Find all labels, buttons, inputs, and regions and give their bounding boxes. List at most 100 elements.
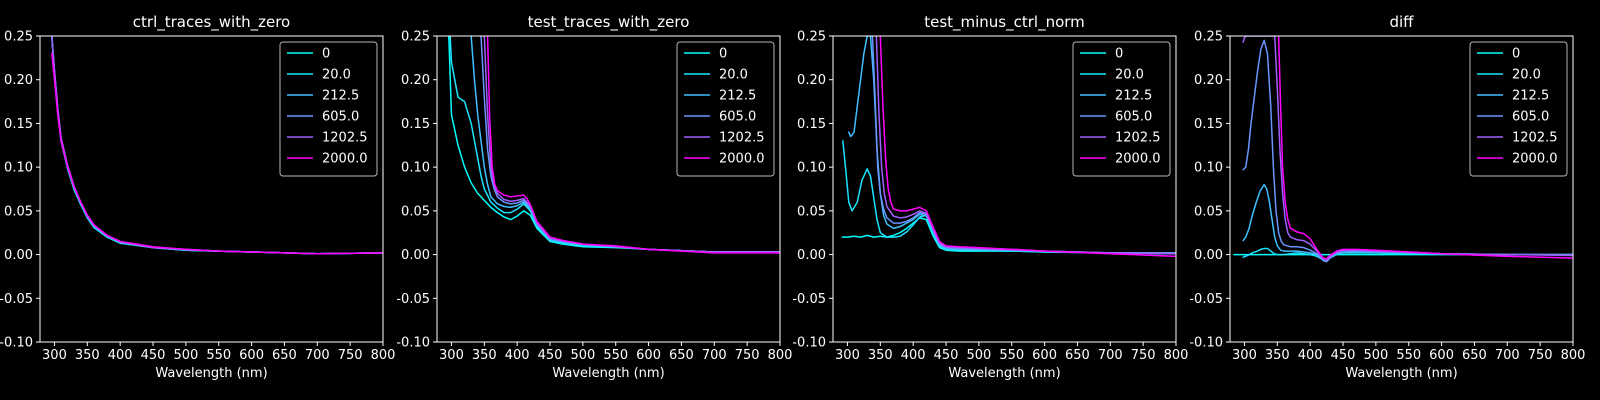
series-line-20.0 [1242,247,1573,261]
x-tick-label: 700 [1495,348,1520,363]
series-group [448,36,780,254]
legend-box [279,41,378,177]
series-line-1202.5 [1242,36,1573,261]
legend: 0 20.0 212.5 605.0 1202.5 2000.0 [1469,41,1568,177]
y-tick-label: 0.15 [1194,117,1223,132]
legend: 0 20.0 212.5 605.0 1202.5 2000.0 [1072,41,1171,177]
y-tick-label: 0.20 [401,73,430,88]
x-tick-label: 300 [835,348,860,363]
y-tick-label: 0.00 [4,248,33,263]
series-group [841,36,1176,258]
y-tick-label: -0.10 [0,336,33,351]
y-tick-label: 0.25 [401,30,430,45]
legend-entry: 605.0 [1115,110,1152,125]
legend-entry: 20.0 [322,68,351,83]
x-tick-label: 800 [1164,348,1189,363]
y-tick-label: 0.10 [1194,161,1223,176]
legend-entry: 1202.5 [1115,131,1161,146]
panel-title: ctrl_traces_with_zero [133,13,290,32]
legend-entry: 212.5 [1512,89,1549,104]
x-tick-label: 750 [338,348,363,363]
y-tick-label: -0.10 [1189,336,1223,351]
legend-entry: 212.5 [1115,89,1152,104]
legend-entry: 0 [1512,47,1520,62]
series-line-20.0 [842,140,1176,255]
legend-entry: 0 [1115,47,1123,62]
x-tick-label: 600 [1032,348,1057,363]
series-line-2000.0 [51,52,383,255]
y-tick-label: 0.25 [1194,30,1223,45]
x-tick-label: 600 [1429,348,1454,363]
legend: 0 20.0 212.5 605.0 1202.5 2000.0 [676,41,775,177]
x-axis-label: Wavelength (nm) [1345,366,1457,381]
legend: 0 20.0 212.5 605.0 1202.5 2000.0 [279,41,378,177]
x-tick-label: 750 [735,348,760,363]
x-tick-label: 550 [206,348,231,363]
x-tick-label: 450 [934,348,959,363]
y-tick-label: 0.10 [401,161,430,176]
legend-entry: 2000.0 [719,152,765,167]
legend-entry: 1202.5 [1512,131,1558,146]
y-tick-label: -0.10 [792,336,826,351]
x-tick-label: 350 [1265,348,1290,363]
y-tick-label: 0.25 [4,30,33,45]
x-tick-label: 300 [42,348,67,363]
legend-entry: 20.0 [719,68,748,83]
y-tick-label: 0.05 [401,204,430,219]
legend-entry: 20.0 [1115,68,1144,83]
axes-frame [832,35,1177,343]
x-tick-label: 500 [570,348,595,363]
series-line-605.0 [1242,39,1573,263]
x-tick-label: 800 [1561,348,1586,363]
x-tick-label: 550 [603,348,628,363]
legend-entry: 2000.0 [322,152,368,167]
y-tick-label: 0.20 [4,73,33,88]
y-tick-label: 0.20 [797,73,826,88]
axes-frame [1229,35,1574,343]
y-tick-label: 0.00 [401,248,430,263]
x-tick-label: 450 [1331,348,1356,363]
series-line-0 [841,217,1176,255]
x-tick-label: 700 [702,348,727,363]
panel-title: diff [1389,13,1414,31]
x-tick-label: 350 [868,348,893,363]
legend-entry: 0 [719,47,727,62]
series-line-605.0 [871,36,1176,254]
series-group [51,36,383,255]
x-tick-label: 600 [636,348,661,363]
y-tick-label: -0.05 [1189,292,1223,307]
x-axis-label: Wavelength (nm) [948,366,1060,381]
x-tick-label: 600 [239,348,264,363]
y-tick-label: 0.20 [1194,73,1223,88]
y-tick-label: 0.15 [797,117,826,132]
x-tick-label: 400 [1298,348,1323,363]
x-tick-label: 800 [371,348,396,363]
panel-title: test_minus_ctrl_norm [924,13,1085,32]
x-axis-label: Wavelength (nm) [552,366,664,381]
x-tick-label: 300 [1232,348,1257,363]
x-tick-label: 700 [1098,348,1123,363]
y-tick-label: 0.00 [1194,248,1223,263]
y-tick-label: 0.05 [4,204,33,219]
series-line-2000.0 [1277,36,1573,260]
series-line-212.5 [1242,183,1573,263]
series-group [1233,36,1573,263]
panel-title: test_traces_with_zero [528,13,690,32]
y-tick-label: -0.05 [792,292,826,307]
legend-entry: 212.5 [719,89,756,104]
y-tick-label: -0.10 [396,336,430,351]
x-tick-label: 650 [669,348,694,363]
legend-entry: 212.5 [322,89,359,104]
legend-entry: 605.0 [1512,110,1549,125]
x-tick-label: 500 [173,348,198,363]
x-tick-label: 500 [966,348,991,363]
panel-2: test_traces_with_zero 300 350 400 450 500 550 6… [396,13,792,381]
x-tick-label: 450 [141,348,166,363]
legend-box [1072,41,1171,177]
legend-entry: 2000.0 [1115,152,1161,167]
y-tick-label: -0.05 [0,292,33,307]
y-tick-label: -0.05 [396,292,430,307]
x-tick-label: 400 [108,348,133,363]
y-tick-label: 0.15 [4,117,33,132]
x-tick-label: 300 [439,348,464,363]
